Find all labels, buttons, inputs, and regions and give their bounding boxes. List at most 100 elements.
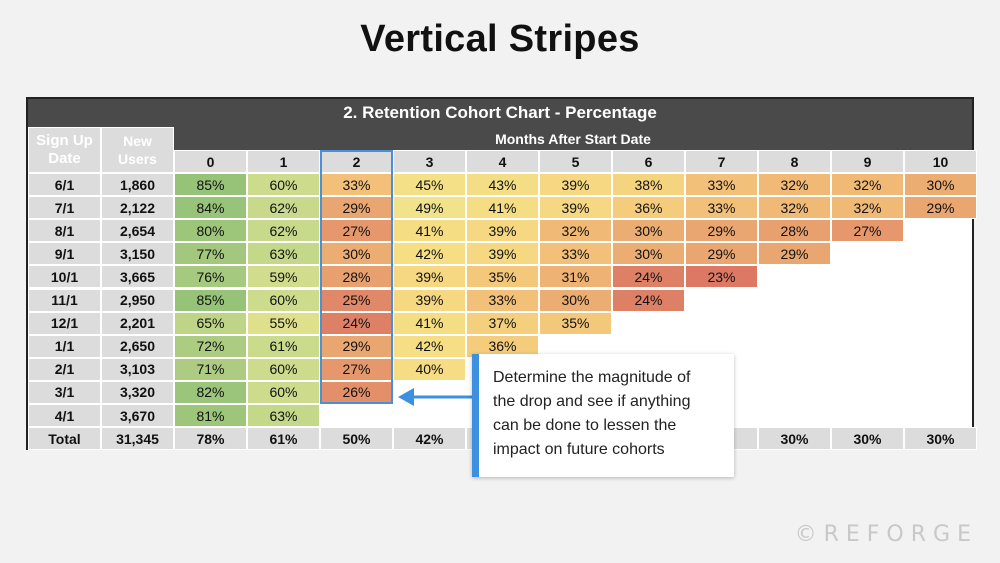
- retention-cell: 31%: [539, 265, 612, 289]
- retention-cell: 25%: [320, 288, 393, 312]
- retention-cell: 32%: [831, 173, 904, 197]
- retention-cell: 45%: [393, 173, 466, 197]
- retention-cell: 39%: [393, 288, 466, 312]
- month-header: 3: [393, 150, 466, 173]
- month-header: 7: [685, 150, 758, 173]
- new-users-cell: 2,201: [101, 311, 174, 335]
- header-signup-date: Sign Up Date: [28, 127, 101, 173]
- new-users-cell: 1,860: [101, 173, 174, 197]
- retention-cell: 63%: [247, 242, 320, 266]
- retention-cell: 33%: [466, 288, 539, 312]
- retention-cell: 24%: [320, 311, 393, 335]
- retention-cell: 29%: [320, 334, 393, 358]
- new-users-cell: 2,650: [101, 334, 174, 358]
- callout-line: Determine the magnitude of: [493, 369, 691, 386]
- header-months-after-start: Months After Start Date: [174, 127, 972, 150]
- new-users-cell: 2,950: [101, 288, 174, 312]
- retention-cell: 32%: [831, 196, 904, 220]
- retention-cell: 72%: [174, 334, 247, 358]
- retention-cell: 29%: [758, 242, 831, 266]
- retention-cell: 36%: [612, 196, 685, 220]
- retention-cell: 42%: [393, 242, 466, 266]
- retention-cell: 85%: [174, 288, 247, 312]
- left-arrow-icon: [398, 388, 474, 406]
- month-header: 1: [247, 150, 320, 173]
- new-users-cell: 3,665: [101, 265, 174, 289]
- month-header: 10: [904, 150, 977, 173]
- signup-date-cell: 4/1: [28, 404, 101, 428]
- retention-cell: 43%: [466, 173, 539, 197]
- retention-cell: 24%: [612, 288, 685, 312]
- retention-cell: 71%: [174, 357, 247, 381]
- retention-cell: 30%: [612, 219, 685, 243]
- new-users-cell: 3,103: [101, 357, 174, 381]
- retention-cell: 27%: [320, 357, 393, 381]
- retention-cell: 77%: [174, 242, 247, 266]
- new-users-cell: 2,122: [101, 196, 174, 220]
- retention-cell: 33%: [685, 173, 758, 197]
- total-cell: 78%: [174, 427, 247, 451]
- retention-cell: 62%: [247, 196, 320, 220]
- month-header: 8: [758, 150, 831, 173]
- retention-cell: 39%: [393, 265, 466, 289]
- signup-date-cell: 10/1: [28, 265, 101, 289]
- new-users-cell: 3,150: [101, 242, 174, 266]
- retention-cell: 26%: [320, 380, 393, 404]
- callout-box: Determine the magnitude of the drop and …: [472, 354, 734, 477]
- signup-date-cell: 8/1: [28, 219, 101, 243]
- retention-cell: 55%: [247, 311, 320, 335]
- retention-cell: 80%: [174, 219, 247, 243]
- callout-line: the drop and see if anything: [493, 393, 691, 410]
- month-header: 4: [466, 150, 539, 173]
- total-cell: 50%: [320, 427, 393, 451]
- retention-cell: 81%: [174, 404, 247, 428]
- month-header: 2: [320, 150, 393, 173]
- retention-cell: 32%: [539, 219, 612, 243]
- new-users-cell: 2,654: [101, 219, 174, 243]
- retention-cell: 40%: [393, 357, 466, 381]
- retention-cell: 29%: [685, 219, 758, 243]
- new-users-cell: 3,670: [101, 404, 174, 428]
- retention-cell: 59%: [247, 265, 320, 289]
- header-new-users: New Users: [101, 127, 174, 173]
- slide-title: Vertical Stripes: [360, 18, 640, 60]
- total-users: 31,345: [101, 427, 174, 451]
- retention-cell: 30%: [904, 173, 977, 197]
- retention-cell: 84%: [174, 196, 247, 220]
- month-header: 9: [831, 150, 904, 173]
- retention-cell: 85%: [174, 173, 247, 197]
- retention-cell: 37%: [466, 311, 539, 335]
- retention-cell: 35%: [466, 265, 539, 289]
- retention-cell: 62%: [247, 219, 320, 243]
- retention-cell: 23%: [685, 265, 758, 289]
- retention-cell: 28%: [758, 219, 831, 243]
- retention-cell: 33%: [685, 196, 758, 220]
- retention-cell: 42%: [393, 334, 466, 358]
- retention-cell: 32%: [758, 173, 831, 197]
- retention-cell: 41%: [393, 219, 466, 243]
- retention-cell: 39%: [466, 219, 539, 243]
- total-cell: 42%: [393, 427, 466, 451]
- retention-cell: 61%: [247, 334, 320, 358]
- retention-cell: 29%: [320, 196, 393, 220]
- retention-cell: 60%: [247, 173, 320, 197]
- month-header: 5: [539, 150, 612, 173]
- retention-cell: 76%: [174, 265, 247, 289]
- retention-cell: 49%: [393, 196, 466, 220]
- signup-date-cell: 3/1: [28, 380, 101, 404]
- retention-cell: 27%: [320, 219, 393, 243]
- retention-cohort-table: 2. Retention Cohort Chart - Percentage Si…: [26, 97, 977, 451]
- total-cell: 30%: [831, 427, 904, 451]
- retention-cell: 27%: [831, 219, 904, 243]
- retention-cell: 39%: [539, 173, 612, 197]
- signup-date-cell: 2/1: [28, 357, 101, 381]
- total-cell: 30%: [758, 427, 831, 451]
- new-users-cell: 3,320: [101, 380, 174, 404]
- month-header: 6: [612, 150, 685, 173]
- retention-cell: 38%: [612, 173, 685, 197]
- retention-cell: 24%: [612, 265, 685, 289]
- retention-cell: 30%: [539, 288, 612, 312]
- retention-cell: 32%: [758, 196, 831, 220]
- table-title: 2. Retention Cohort Chart - Percentage: [28, 99, 972, 127]
- retention-cell: 33%: [539, 242, 612, 266]
